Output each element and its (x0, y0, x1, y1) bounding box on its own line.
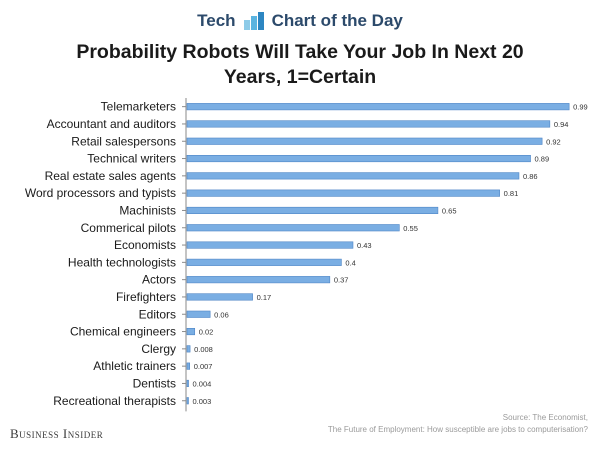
category-label: Clergy (141, 342, 176, 356)
category-label: Telemarketers (101, 100, 176, 114)
value-label: 0.17 (257, 293, 272, 302)
value-label: 0.86 (523, 172, 538, 181)
value-label: 0.81 (504, 189, 519, 198)
chart-title-line-2: Years, 1=Certain (223, 66, 377, 88)
bar-chart-icon (243, 12, 264, 30)
category-label: Recreational therapists (53, 394, 176, 408)
bar (186, 258, 342, 266)
category-label: Chemical engineers (70, 325, 176, 339)
chart-title: Probability Robots Will Take Your Job In… (0, 40, 600, 90)
bar (186, 224, 400, 232)
value-label: 0.65 (442, 206, 457, 215)
bar (186, 345, 191, 353)
bar (186, 293, 253, 301)
bar (186, 276, 331, 284)
category-label: Real estate sales agents (45, 169, 176, 183)
bar (186, 397, 189, 405)
source-line-2: The Future of Employment: How susceptibl… (327, 425, 588, 434)
category-label: Machinists (119, 203, 176, 217)
category-label: Word processors and typists (25, 186, 176, 200)
value-label: 0.003 (193, 397, 212, 406)
bar (186, 103, 570, 111)
category-label: Technical writers (87, 152, 176, 166)
source-line-1: Source: The Economist, (502, 413, 588, 422)
category-label: Athletic trainers (93, 359, 176, 373)
value-label: 0.89 (535, 155, 550, 164)
header-chart-of-the-day-label: Chart of the Day (271, 11, 403, 30)
category-label: Editors (139, 307, 176, 321)
value-label: 0.99 (573, 103, 588, 112)
bar (186, 155, 531, 163)
business-insider-logo: Business Insider (10, 426, 103, 442)
header-tech-label: Tech (197, 11, 236, 30)
value-label: 0.008 (194, 345, 213, 354)
category-label: Actors (142, 273, 176, 287)
value-label: 0.02 (199, 328, 214, 337)
bar (186, 379, 189, 388)
value-label: 0.94 (554, 120, 569, 129)
bar (186, 327, 196, 336)
source-note: Source: The Economist, The Future of Emp… (328, 412, 588, 436)
value-label: 0.55 (403, 224, 418, 233)
bar (186, 137, 543, 145)
chart-header: Tech Chart of the Day (0, 6, 600, 36)
value-label: 0.004 (193, 379, 212, 388)
value-label: 0.43 (357, 241, 372, 250)
category-label: Economists (114, 238, 176, 252)
value-label: 0.007 (194, 362, 213, 371)
bar (186, 362, 191, 370)
value-label: 0.06 (214, 310, 229, 319)
category-label: Dentists (133, 376, 176, 390)
bar (186, 120, 551, 128)
value-label: 0.92 (546, 137, 561, 146)
bar (186, 206, 439, 214)
chart-title-line-1: Probability Robots Will Take Your Job In… (76, 41, 524, 63)
category-label: Accountant and auditors (47, 117, 176, 131)
bar (186, 189, 500, 197)
bar (186, 172, 520, 180)
brand-label: Business Insider (10, 426, 104, 441)
bar (186, 241, 354, 249)
bar (186, 310, 211, 318)
value-label: 0.37 (334, 276, 349, 285)
category-label: Firefighters (116, 290, 176, 304)
category-label: Commerical pilots (81, 221, 176, 235)
category-label: Health technologists (68, 255, 176, 269)
value-label: 0.4 (345, 258, 355, 267)
category-label: Retail salespersons (71, 134, 176, 148)
